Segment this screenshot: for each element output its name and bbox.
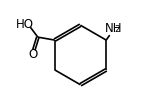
Text: O: O: [28, 48, 37, 61]
Text: NH: NH: [104, 22, 122, 35]
Text: HO: HO: [16, 18, 34, 31]
Text: 2: 2: [115, 25, 120, 34]
